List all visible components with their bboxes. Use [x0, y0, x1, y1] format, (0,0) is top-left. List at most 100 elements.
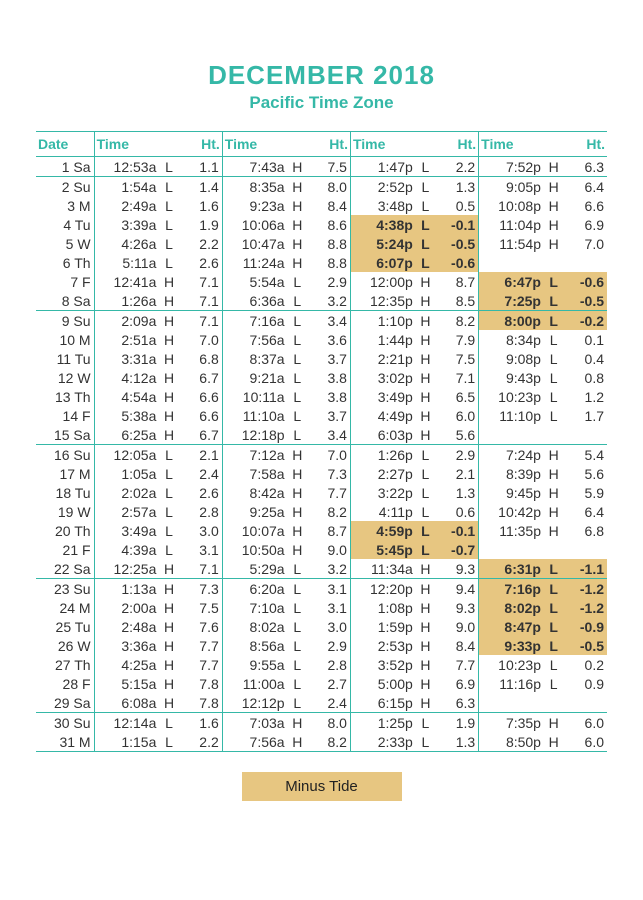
cell-date: 7 F	[36, 272, 94, 291]
cell-height: 8.4	[307, 196, 351, 215]
cell-hl: H	[544, 157, 563, 177]
cell-time: 7:24p	[479, 445, 544, 465]
cell-date: 10 M	[36, 330, 94, 349]
cell-height: 5.6	[435, 425, 479, 445]
cell-time: 3:31a	[94, 349, 159, 368]
cell-time: 3:48p	[350, 196, 415, 215]
cell-height: 2.1	[435, 464, 479, 483]
table-row: 8 Sa1:26aH7.16:36aL3.212:35pH8.57:25pL-0…	[36, 291, 607, 311]
cell-time: 1:26p	[350, 445, 415, 465]
cell-hl: H	[416, 674, 435, 693]
cell-time: 6:15p	[350, 693, 415, 713]
cell-date: 24 M	[36, 598, 94, 617]
tide-calendar-page: DECEMBER 2018 Pacific Time Zone Date Tim…	[0, 0, 643, 831]
cell-height: 9.4	[435, 579, 479, 599]
cell-hl: H	[159, 330, 178, 349]
cell-hl: L	[288, 636, 307, 655]
cell-time: 5:00p	[350, 674, 415, 693]
cell-height: 3.0	[307, 617, 351, 636]
cell-height: -0.1	[435, 215, 479, 234]
cell-height: 6.3	[563, 157, 607, 177]
cell-hl: L	[159, 464, 178, 483]
col-ht-2: Ht.	[307, 132, 351, 157]
table-row: 19 W2:57aL2.89:25aH8.24:11pL0.610:42pH6.…	[36, 502, 607, 521]
cell-height: -0.6	[563, 272, 607, 291]
cell-time: 11:24a	[222, 253, 287, 272]
cell-date: 12 W	[36, 368, 94, 387]
table-body: 1 Sa12:53aL1.17:43aH7.51:47pL2.27:52pH6.…	[36, 157, 607, 752]
cell-time: 1:10p	[350, 311, 415, 331]
cell-time: 1:25p	[350, 713, 415, 733]
cell-hl: L	[544, 579, 563, 599]
cell-height: 8.7	[435, 272, 479, 291]
cell-time: 4:11p	[350, 502, 415, 521]
cell-date: 30 Su	[36, 713, 94, 733]
cell-hl: H	[288, 502, 307, 521]
cell-height: 7.8	[179, 693, 223, 713]
cell-height: 0.4	[563, 349, 607, 368]
cell-hl: L	[544, 387, 563, 406]
cell-time: 7:10a	[222, 598, 287, 617]
cell-time: 5:29a	[222, 559, 287, 579]
cell-date: 22 Sa	[36, 559, 94, 579]
cell-time: 2:49a	[94, 196, 159, 215]
cell-hl: H	[416, 406, 435, 425]
cell-height: 2.7	[307, 674, 351, 693]
cell-hl: L	[288, 425, 307, 445]
cell-time: 9:33p	[479, 636, 544, 655]
cell-time: 8:34p	[479, 330, 544, 349]
cell-hl: H	[159, 674, 178, 693]
table-row: 23 Su1:13aH7.36:20aL3.112:20pH9.47:16pL-…	[36, 579, 607, 599]
cell-date: 28 F	[36, 674, 94, 693]
cell-time: 3:49p	[350, 387, 415, 406]
cell-height: 6.6	[179, 406, 223, 425]
cell-height: 0.2	[563, 655, 607, 674]
cell-hl: H	[159, 368, 178, 387]
cell-height: 8.0	[307, 713, 351, 733]
col-ht-3: Ht.	[435, 132, 479, 157]
cell-hl: L	[416, 177, 435, 197]
cell-time: 10:08p	[479, 196, 544, 215]
cell-time: 7:25p	[479, 291, 544, 311]
cell-hl: L	[544, 559, 563, 579]
cell-hl: L	[416, 157, 435, 177]
cell-time: 1:15a	[94, 732, 159, 752]
cell-hl: H	[159, 425, 178, 445]
cell-height: 3.2	[307, 291, 351, 311]
page-subtitle: Pacific Time Zone	[36, 93, 607, 113]
cell-height: 3.8	[307, 368, 351, 387]
cell-time: 1:26a	[94, 291, 159, 311]
table-row: 1 Sa12:53aL1.17:43aH7.51:47pL2.27:52pH6.…	[36, 157, 607, 177]
cell-time	[479, 540, 544, 559]
cell-time: 2:48a	[94, 617, 159, 636]
table-row: 18 Tu2:02aL2.68:42aH7.73:22pL1.39:45pH5.…	[36, 483, 607, 502]
cell-time: 8:39p	[479, 464, 544, 483]
cell-height: 7.1	[435, 368, 479, 387]
cell-hl: L	[288, 349, 307, 368]
cell-hl: H	[288, 157, 307, 177]
cell-time: 11:35p	[479, 521, 544, 540]
cell-hl: H	[288, 177, 307, 197]
cell-time: 8:35a	[222, 177, 287, 197]
cell-height	[563, 540, 607, 559]
cell-date: 3 M	[36, 196, 94, 215]
cell-date: 16 Su	[36, 445, 94, 465]
cell-time: 1:08p	[350, 598, 415, 617]
table-row: 20 Th3:49aL3.010:07aH8.74:59pL-0.111:35p…	[36, 521, 607, 540]
cell-hl: H	[416, 311, 435, 331]
cell-time: 7:56a	[222, 330, 287, 349]
cell-hl: L	[159, 445, 178, 465]
cell-hl: H	[544, 234, 563, 253]
col-ht-1: Ht.	[179, 132, 223, 157]
cell-height: 2.8	[307, 655, 351, 674]
cell-date: 29 Sa	[36, 693, 94, 713]
cell-height: 8.5	[435, 291, 479, 311]
cell-time: 5:15a	[94, 674, 159, 693]
cell-time: 8:50p	[479, 732, 544, 752]
cell-time: 6:31p	[479, 559, 544, 579]
cell-time: 4:25a	[94, 655, 159, 674]
cell-time: 1:54a	[94, 177, 159, 197]
cell-time: 2:27p	[350, 464, 415, 483]
cell-hl: H	[416, 693, 435, 713]
table-row: 21 F4:39aL3.110:50aH9.05:45pL-0.7	[36, 540, 607, 559]
